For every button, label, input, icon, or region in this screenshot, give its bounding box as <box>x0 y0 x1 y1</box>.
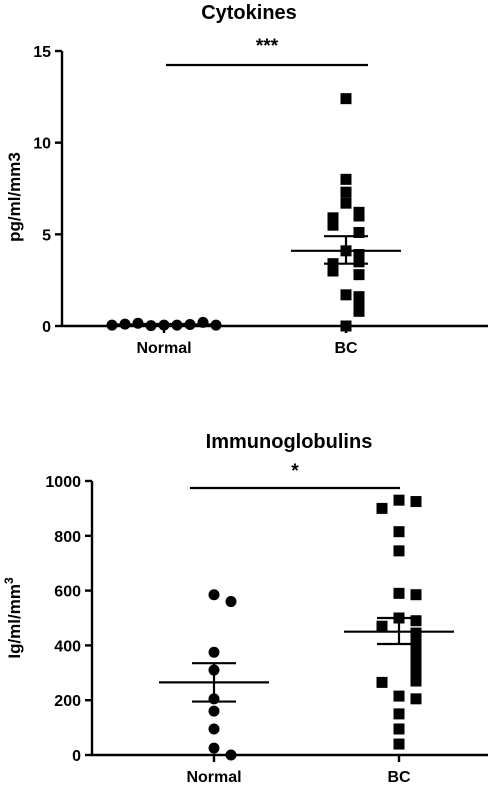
data-point-square <box>376 620 388 632</box>
y-axis-title: Ig/ml/mm3 <box>2 577 24 659</box>
data-point-square <box>340 93 352 105</box>
data-point-circle <box>197 316 209 328</box>
data-point-square <box>327 219 339 231</box>
significance-label: * <box>291 461 299 482</box>
data-point-circle <box>208 589 220 601</box>
y-tick-label: 15 <box>33 44 51 61</box>
y-axis-label: pg/ml/mm3 <box>5 152 24 242</box>
x-tick-label: Normal <box>136 340 191 357</box>
y-axis-label: Ig/ml/mm <box>5 584 24 659</box>
data-point-square <box>393 587 405 599</box>
data-point-square <box>327 265 339 277</box>
data-point-circle <box>208 705 220 717</box>
data-point-square <box>410 589 422 601</box>
data-point-square <box>353 249 365 260</box>
data-point-square <box>410 641 422 653</box>
data-point-circle <box>225 749 237 761</box>
data-point-square <box>410 650 422 662</box>
y-axis-label-superscript: 3 <box>2 577 16 584</box>
cytokines-panel: Cytokines pg/ml/mm3 0 5 10 15 Normal BC *** <box>5 2 488 357</box>
data-point-square <box>353 269 365 281</box>
data-point-square <box>393 738 405 750</box>
data-point-square <box>393 690 405 702</box>
data-point-circle <box>208 742 220 754</box>
data-point-circle <box>225 596 237 608</box>
chart-title: Cytokines <box>201 2 297 24</box>
data-point-square <box>410 615 422 627</box>
y-tick-label: 5 <box>42 227 51 244</box>
data-point-square <box>410 668 422 680</box>
svg-text:pg/ml/mm3: pg/ml/mm3 <box>5 152 24 242</box>
chart-title: Immunoglobulins <box>206 431 373 453</box>
data-point-square <box>353 256 365 268</box>
y-tick-label: 800 <box>54 529 81 546</box>
data-point-circle <box>132 317 144 329</box>
y-tick-label: 0 <box>72 748 81 765</box>
svg-text:Ig/ml/mm3: Ig/ml/mm3 <box>2 577 24 659</box>
data-point-square <box>327 212 339 224</box>
data-point-square <box>340 197 352 209</box>
data-point-square <box>393 708 405 720</box>
data-point-square <box>353 291 365 303</box>
data-point-square <box>340 320 352 332</box>
data-point-square <box>410 693 422 705</box>
x-tick-label: BC <box>387 769 411 783</box>
immunoglobulins-panel: Immunoglobulins Ig/ml/mm3 0 200 400 600 800 1… <box>2 431 488 786</box>
data-point-circle <box>208 723 220 735</box>
x-tick-label: Normal <box>186 769 241 783</box>
data-point-square <box>353 227 365 238</box>
data-point-square <box>410 627 422 639</box>
data-point-square <box>340 173 352 185</box>
x-tick-label: BC <box>334 340 358 357</box>
data-point-square <box>410 675 422 687</box>
data-point-square <box>393 494 405 506</box>
y-tick-label: 400 <box>54 638 81 655</box>
data-point-square <box>353 305 365 317</box>
y-tick-label: 200 <box>54 693 81 710</box>
data-point-square <box>340 289 352 301</box>
data-point-square <box>393 526 405 538</box>
y-tick-label: 0 <box>42 319 51 336</box>
data-point-square <box>410 659 422 671</box>
y-tick-label: 10 <box>33 136 51 153</box>
y-tick-label: 600 <box>54 584 81 601</box>
y-axis-title: pg/ml/mm3 <box>5 152 24 242</box>
data-point-square <box>393 723 405 735</box>
significance-label: *** <box>256 36 279 57</box>
data-point-square <box>376 502 388 514</box>
data-point-square <box>376 676 388 688</box>
data-point-circle <box>208 646 220 658</box>
data-point-square <box>410 496 422 508</box>
data-point-square <box>340 186 352 198</box>
data-point-square <box>393 545 405 557</box>
y-tick-label: 1000 <box>45 474 81 491</box>
data-point-square <box>353 210 365 222</box>
data-point-square <box>410 634 422 646</box>
